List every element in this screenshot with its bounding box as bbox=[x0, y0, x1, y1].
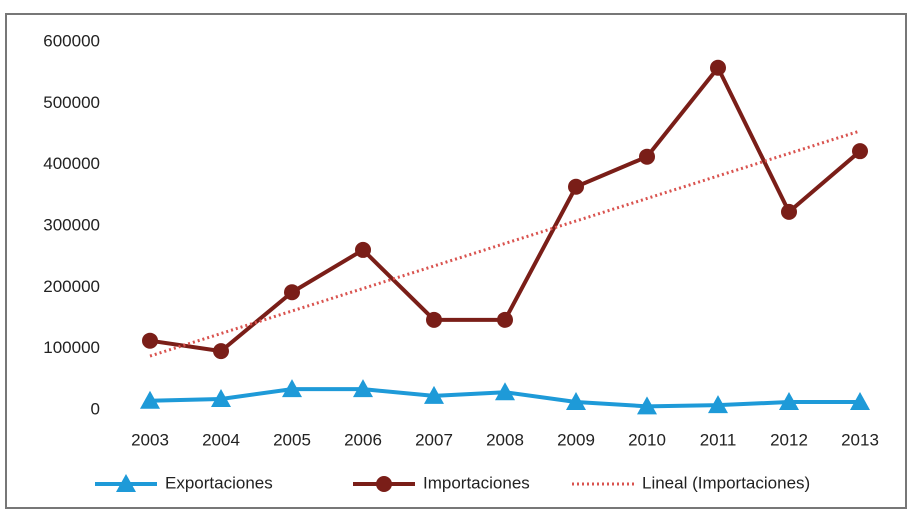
x-tick-label: 2013 bbox=[841, 430, 879, 449]
data-point bbox=[211, 388, 231, 407]
x-tick-label: 2010 bbox=[628, 430, 666, 449]
legend-label: Exportaciones bbox=[165, 473, 273, 492]
data-point bbox=[426, 311, 442, 328]
data-point bbox=[779, 392, 799, 411]
legend-marker bbox=[116, 474, 136, 492]
x-tick-label: 2006 bbox=[344, 430, 382, 449]
y-tick-label: 500000 bbox=[43, 93, 100, 112]
x-tick-label: 2005 bbox=[273, 430, 311, 449]
legend-marker bbox=[376, 476, 392, 492]
legend-label: Importaciones bbox=[423, 473, 530, 492]
data-point bbox=[568, 178, 584, 195]
legend-label: Lineal (Importaciones) bbox=[642, 473, 810, 492]
y-tick-label: 200000 bbox=[43, 277, 100, 296]
data-point bbox=[140, 390, 160, 409]
data-point bbox=[142, 332, 158, 349]
y-tick-label: 400000 bbox=[43, 154, 100, 173]
data-point bbox=[850, 392, 870, 411]
data-point bbox=[284, 284, 300, 301]
x-tick-label: 2003 bbox=[131, 430, 169, 449]
x-tick-label: 2012 bbox=[770, 430, 808, 449]
data-point bbox=[353, 379, 373, 398]
y-tick-label: 0 bbox=[91, 399, 100, 418]
x-tick-label: 2007 bbox=[415, 430, 453, 449]
x-tick-label: 2008 bbox=[486, 430, 524, 449]
data-point bbox=[355, 241, 371, 258]
y-tick-label: 100000 bbox=[43, 338, 100, 357]
data-point bbox=[497, 311, 513, 328]
data-point bbox=[708, 395, 728, 414]
chart-frame bbox=[5, 13, 907, 509]
data-point bbox=[781, 203, 797, 220]
data-point bbox=[710, 59, 726, 76]
x-tick-label: 2011 bbox=[700, 430, 737, 449]
data-point bbox=[424, 385, 444, 404]
data-point bbox=[852, 143, 868, 160]
data-point bbox=[637, 396, 657, 415]
data-point bbox=[282, 379, 302, 398]
y-tick-label: 300000 bbox=[43, 215, 100, 234]
data-point bbox=[495, 382, 515, 401]
trend-line bbox=[149, 129, 861, 358]
data-point bbox=[566, 392, 586, 411]
data-point bbox=[213, 343, 229, 360]
data-point bbox=[639, 148, 655, 165]
x-tick-label: 2004 bbox=[202, 430, 240, 449]
x-tick-label: 2009 bbox=[557, 430, 595, 449]
y-tick-label: 600000 bbox=[43, 31, 100, 50]
